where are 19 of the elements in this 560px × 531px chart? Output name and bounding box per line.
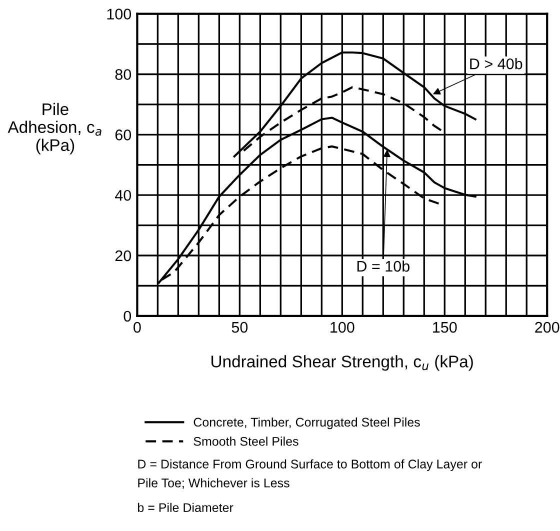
x-tick-label: 100 <box>330 322 354 333</box>
text: b = Pile Diameter <box>138 502 234 512</box>
x-tick-label: 50 <box>232 322 248 333</box>
text: D = Distance From Ground Surface to Bottom of Clay Layer or Pile Toe; Whichever is Less <box>138 459 482 489</box>
x-tick-label: 200 <box>535 322 560 333</box>
legend-label: Smooth Steel Piles <box>194 436 298 446</box>
x-axis-title: Undrained Shear Strength, c$_{u}$ (kPa) <box>212 355 473 371</box>
text: Pile Adhesion, c$_{a}$ (kPa) <box>8 102 102 154</box>
y-tick-label: 100 <box>107 8 132 20</box>
y-tick-label: 40 <box>115 190 132 201</box>
x-tick-label: 0 <box>134 322 141 333</box>
annotation: D > 40b <box>470 58 522 70</box>
annotation: D = 10b <box>357 260 410 272</box>
y-tick-label: 60 <box>115 130 132 140</box>
y-tick-label: 0 <box>124 310 132 322</box>
y-tick-label: 80 <box>115 69 132 80</box>
legend-label: Concrete, Timber, Corrugated Steel Piles <box>194 417 420 430</box>
y-tick-label: 20 <box>115 250 132 262</box>
x-tick-label: 150 <box>433 322 457 333</box>
